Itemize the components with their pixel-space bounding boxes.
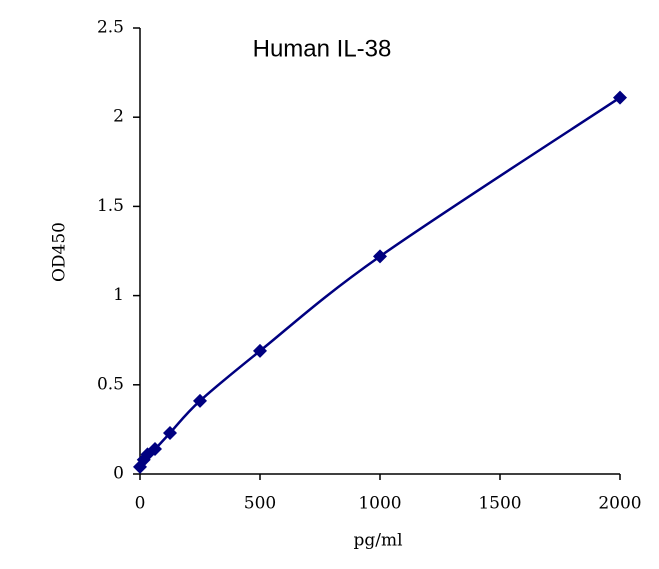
data-point — [613, 90, 627, 105]
y-tick-label: 1 — [113, 285, 124, 305]
x-tick-label: 0 — [135, 494, 146, 514]
data-point — [253, 343, 267, 358]
data-point — [148, 442, 162, 457]
y-tick-label: 1.5 — [97, 196, 124, 216]
data-point — [193, 393, 207, 408]
chart-title: Human IL-38 — [253, 35, 392, 62]
data-point — [163, 425, 177, 440]
x-tick-label: 2000 — [598, 494, 641, 514]
x-tick-label: 500 — [244, 494, 276, 514]
x-tick-label: 1000 — [358, 494, 401, 514]
x-axis-label: pg/ml — [353, 531, 402, 551]
y-axis-label: OD450 — [50, 222, 70, 282]
y-tick-label: 0.5 — [97, 374, 124, 394]
x-tick-label: 1500 — [478, 494, 521, 514]
y-tick-label: 2 — [113, 107, 124, 127]
y-tick-label: 2.5 — [97, 18, 124, 38]
fit-curve — [138, 96, 621, 468]
y-tick-label: 0 — [113, 464, 124, 484]
data-point — [373, 249, 387, 264]
